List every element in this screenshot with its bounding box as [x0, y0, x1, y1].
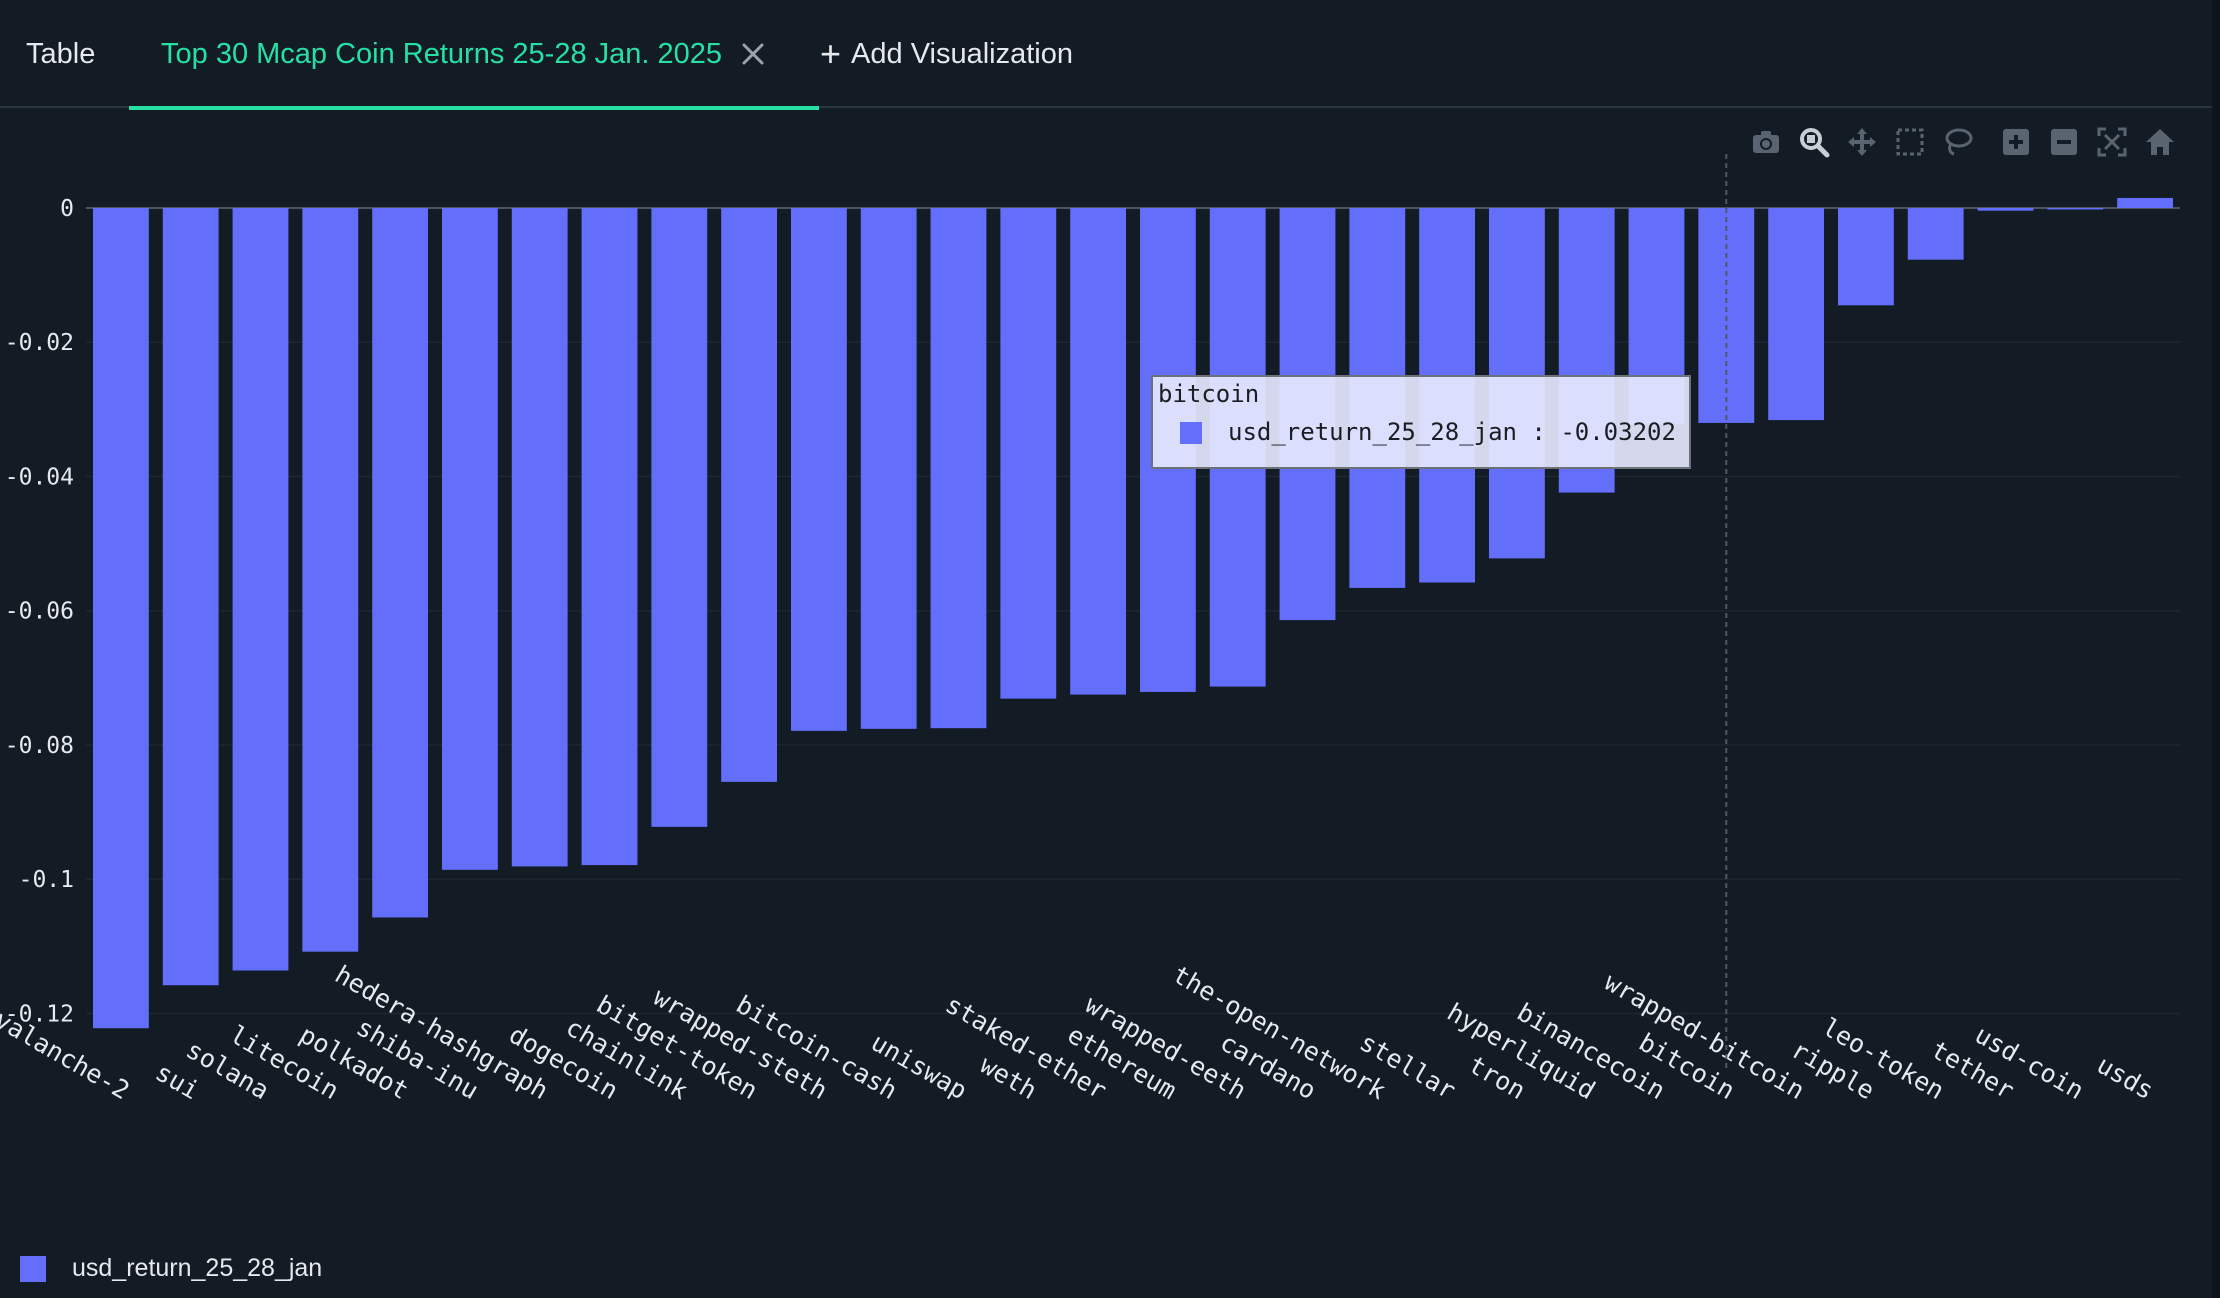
bar-uniswap[interactable] [930, 208, 987, 729]
zoom-in-icon[interactable] [1998, 124, 2034, 160]
y-tick-label: 0 [60, 196, 74, 222]
bar-chart: 0 -0.02 -0.04 -0.06 -0.08 -0.1 -0.12 avalanche… [0, 154, 2180, 1106]
bar-chainlink[interactable] [651, 208, 708, 827]
legend-swatch [20, 1255, 46, 1282]
bar-ripple[interactable] [1837, 208, 1894, 306]
bar-solana[interactable] [232, 208, 289, 971]
y-tick-label: -0.02 [5, 330, 74, 356]
bar-bitget-token[interactable] [721, 208, 778, 782]
zoom-icon[interactable] [1796, 124, 1832, 160]
lasso-icon[interactable] [1940, 124, 1976, 160]
y-tick-label: -0.04 [5, 464, 74, 490]
camera-icon[interactable] [1748, 124, 1784, 160]
y-tick-label: -0.1 [19, 867, 74, 893]
bars [92, 197, 2174, 1029]
gridlines [86, 207, 2180, 1015]
close-icon[interactable] [740, 41, 766, 67]
bar-weth[interactable] [1000, 208, 1057, 699]
legend[interactable]: usd_return_25_28_jan [20, 1254, 322, 1283]
x-tick-label: usds [2092, 1050, 2159, 1105]
bar-staked-ether[interactable] [1070, 208, 1127, 695]
autoscale-icon[interactable] [2094, 124, 2130, 160]
bar-leo-token[interactable] [1907, 208, 1964, 260]
legend-label: usd_return_25_28_jan [72, 1254, 323, 1282]
y-tick-label: -0.12 [5, 1001, 74, 1027]
bar-wrapped-steth[interactable] [790, 208, 847, 731]
box-select-icon[interactable] [1892, 124, 1928, 160]
window-edge [2212, 0, 2220, 1298]
plus-icon: + [820, 33, 842, 74]
bar-usds[interactable] [2117, 197, 2174, 208]
bar-usd-coin[interactable] [2047, 208, 2104, 210]
bar-sui[interactable] [162, 208, 219, 986]
bar-litecoin[interactable] [302, 208, 359, 952]
hover-value: usd_return_25_28_jan : -0.03202 [1228, 418, 1676, 446]
y-axis-ticks: 0 -0.02 -0.04 -0.06 -0.08 -0.1 -0.12 [5, 196, 74, 1027]
hover-swatch [1180, 422, 1202, 444]
tab-visualization-label: Top 30 Mcap Coin Returns 25-28 Jan. 2025 [161, 37, 723, 70]
hover-tooltip [1151, 375, 1691, 469]
tab-visualization[interactable]: Top 30 Mcap Coin Returns 25-28 Jan. 2025 [129, 0, 819, 110]
y-tick-label: -0.06 [5, 599, 74, 625]
add-visualization-button[interactable]: + Add Visualization [820, 0, 1073, 108]
active-tab-underline [129, 106, 819, 110]
chart-modebar [1748, 122, 2190, 162]
bar-hedera-hashgraph[interactable] [511, 208, 568, 867]
bar-shiba-inu[interactable] [441, 208, 498, 870]
bar-bitcoin[interactable] [1698, 208, 1755, 423]
x-axis-ticks: avalanche-2 suisolanalitecoinpolkadotshib… [0, 960, 2159, 1106]
bar-wrapped-bitcoin[interactable] [1768, 208, 1825, 421]
bar-polkadot[interactable] [372, 208, 429, 918]
pan-icon[interactable] [1844, 124, 1880, 160]
hover-title: bitcoin [1158, 380, 1259, 408]
hover-layer: bitcoin usd_return_25_28_jan : -0.03202 [1151, 154, 1728, 1070]
bar-avalanche-2[interactable] [92, 208, 149, 1029]
tab-table[interactable]: Table [26, 0, 95, 108]
home-icon[interactable] [2142, 124, 2178, 160]
zoom-out-icon[interactable] [2046, 124, 2082, 160]
tab-table-label: Table [26, 37, 96, 70]
tab-bar: Table Top 30 Mcap Coin Returns 25-28 Jan… [0, 0, 2212, 110]
y-tick-label: -0.08 [5, 733, 74, 759]
bar-tether[interactable] [1977, 208, 2034, 211]
add-visualization-label: Add Visualization [851, 37, 1073, 70]
bar-bitcoin-cash[interactable] [860, 208, 917, 729]
bar-dogecoin[interactable] [581, 208, 638, 866]
